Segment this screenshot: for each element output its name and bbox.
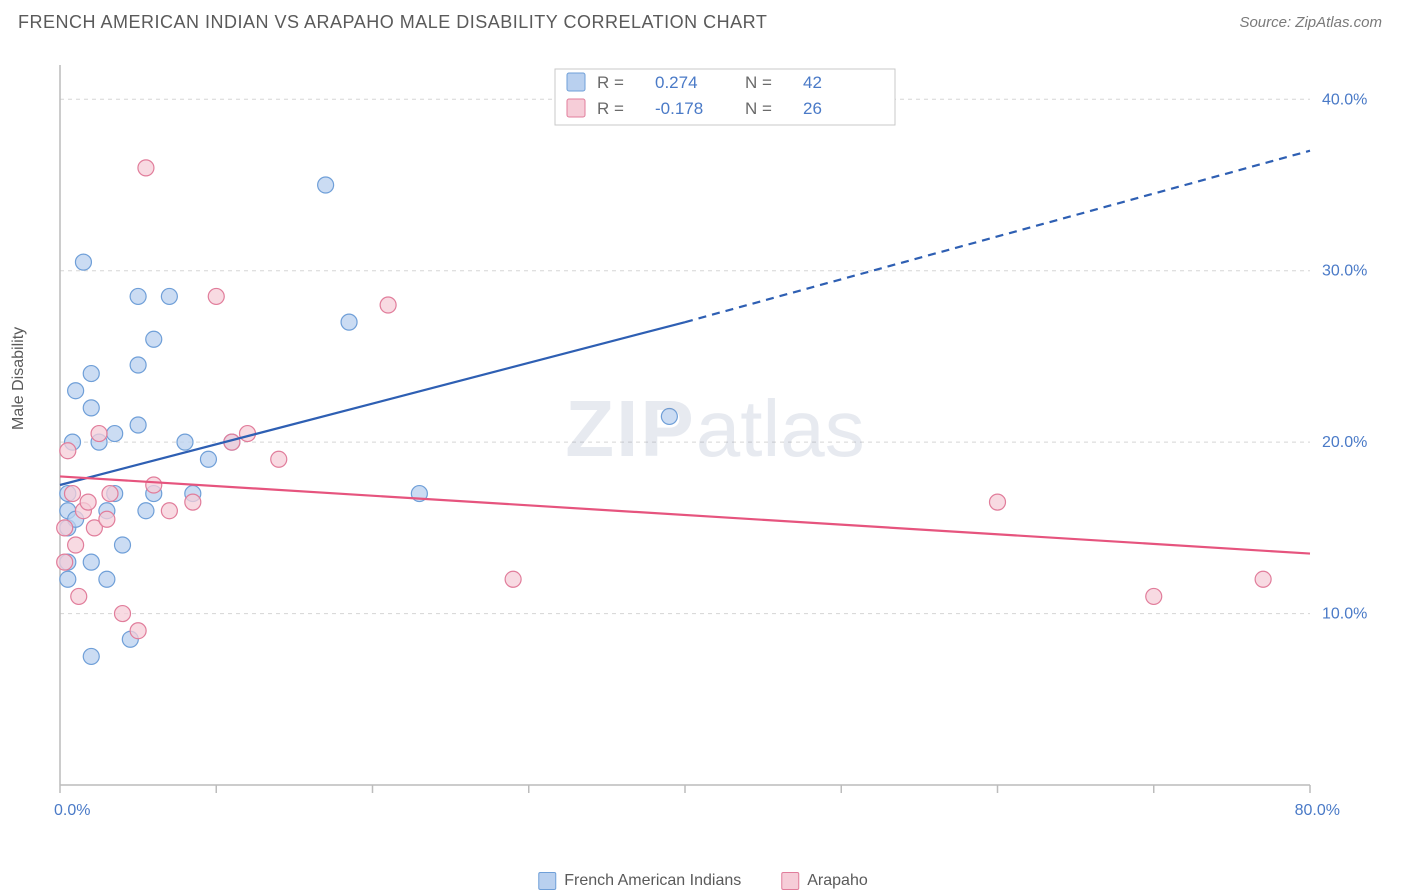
svg-text:0.274: 0.274 [655,73,698,92]
chart-area: 10.0% 20.0% 30.0% 40.0% 0.0% 80.0% R = 0.274 N =… [50,55,1380,835]
bottom-legend: French American Indians Arapaho [538,872,867,890]
svg-text:R =: R = [597,99,624,118]
scatter-plot: 10.0% 20.0% 30.0% 40.0% 0.0% 80.0% R = 0.274 N =… [50,55,1380,835]
svg-text:-0.178: -0.178 [655,99,703,118]
legend-item-french: French American Indians [538,872,741,890]
header: FRENCH AMERICAN INDIAN VS ARAPAHO MALE D… [0,0,1406,41]
chart-title: FRENCH AMERICAN INDIAN VS ARAPAHO MALE D… [18,12,767,33]
svg-text:R =: R = [597,73,624,92]
legend-label-french: French American Indians [564,872,741,890]
source-attribution: Source: ZipAtlas.com [1239,14,1382,31]
svg-text:80.0%: 80.0% [1295,802,1340,819]
svg-text:N =: N = [745,73,772,92]
svg-text:N =: N = [745,99,772,118]
svg-text:20.0%: 20.0% [1322,434,1367,451]
svg-text:30.0%: 30.0% [1322,263,1367,280]
svg-text:26: 26 [803,99,822,118]
legend-item-arapaho: Arapaho [781,872,868,890]
legend-swatch-arapaho [781,872,799,890]
svg-text:0.0%: 0.0% [54,802,90,819]
y-axis-label: Male Disability [10,327,28,430]
svg-text:10.0%: 10.0% [1322,606,1367,623]
svg-text:42: 42 [803,73,822,92]
svg-text:40.0%: 40.0% [1322,91,1367,108]
legend-swatch-french [538,872,556,890]
legend-label-arapaho: Arapaho [807,872,868,890]
